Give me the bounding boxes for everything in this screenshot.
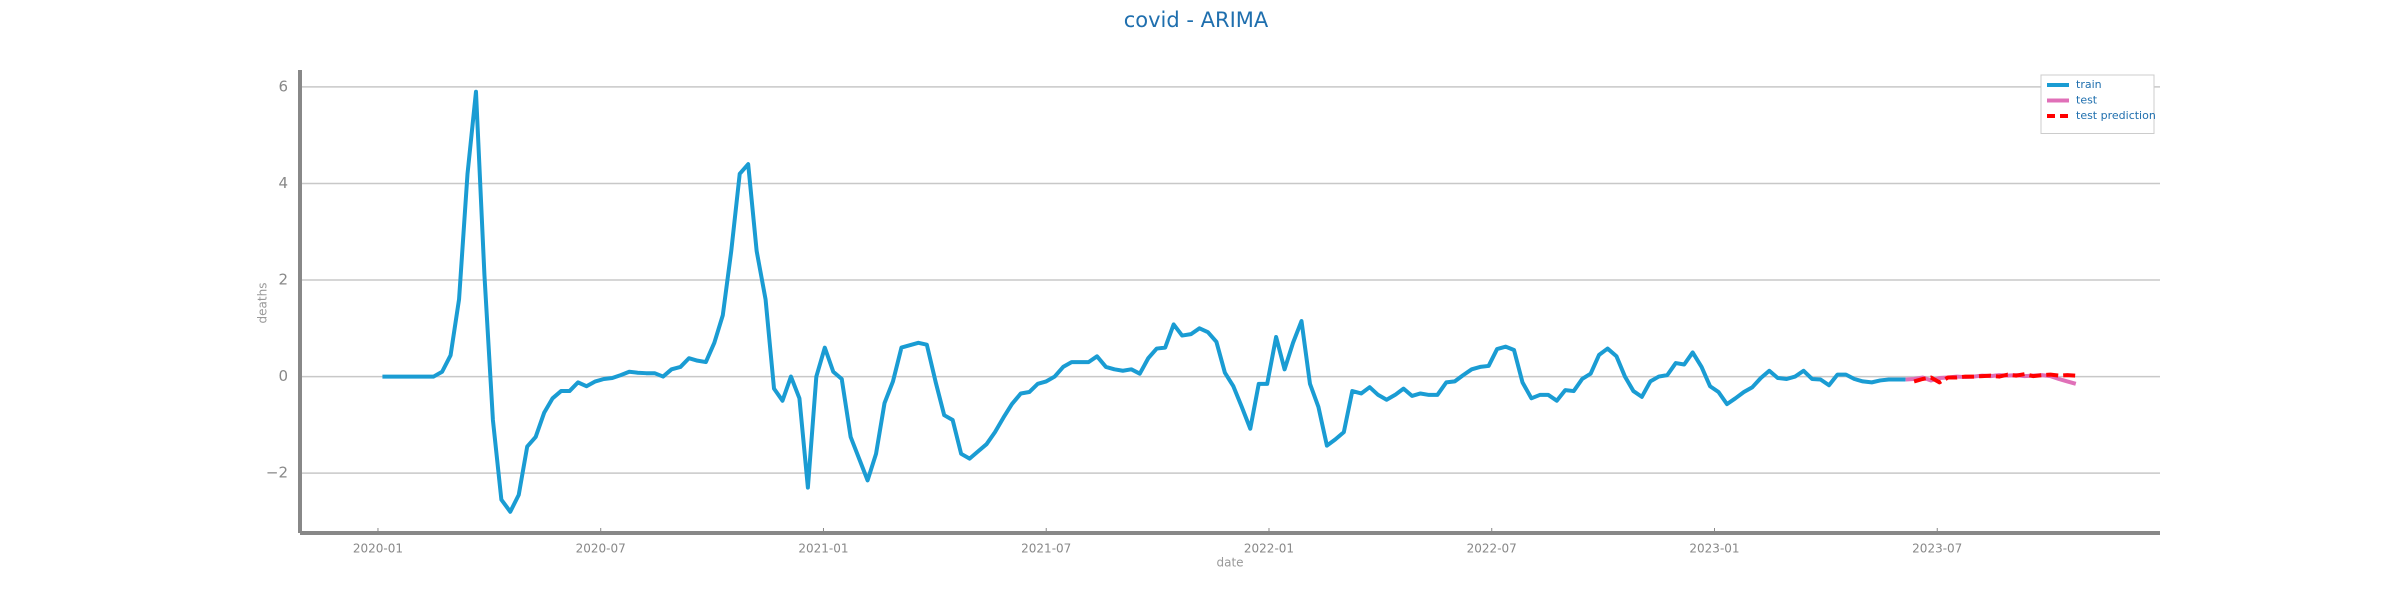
y-axis-label: deaths <box>256 283 270 324</box>
legend-label: train <box>2076 78 2102 91</box>
series-line <box>382 89 1906 514</box>
legend-label: test prediction <box>2076 109 2156 122</box>
y-tick-label: −2 <box>266 464 288 482</box>
x-tick-label: 2023-07 <box>1912 542 1962 556</box>
x-tick-label: 2023-01 <box>1689 542 1739 556</box>
x-tick-label: 2020-01 <box>353 542 403 556</box>
y-tick-label: 4 <box>278 174 288 192</box>
y-tick-label: 2 <box>278 271 288 289</box>
y-tick-label: 0 <box>278 367 288 385</box>
x-tick-label: 2020-07 <box>576 542 626 556</box>
y-tick-label: 6 <box>278 77 288 95</box>
x-tick-label: 2022-01 <box>1244 542 1294 556</box>
legend-label: test <box>2076 94 2098 107</box>
x-tick-label: 2022-07 <box>1467 542 1517 556</box>
x-tick-label: 2021-01 <box>798 542 848 556</box>
x-tick-label: 2021-07 <box>1021 542 1071 556</box>
x-axis-label: date <box>1216 556 1243 570</box>
series-line <box>1913 372 2076 385</box>
chart-title: covid - ARIMA <box>1124 8 1269 32</box>
